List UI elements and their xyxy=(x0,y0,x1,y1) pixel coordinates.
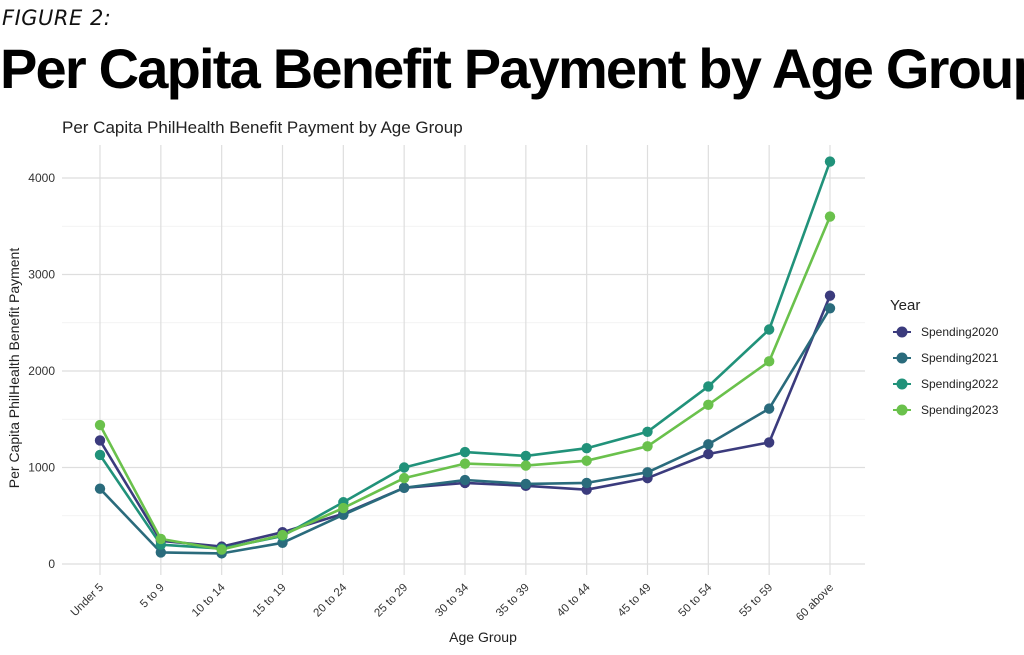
data-point xyxy=(824,156,836,167)
data-point xyxy=(398,472,410,484)
data-point xyxy=(520,460,532,471)
data-point xyxy=(94,483,106,494)
figure-label: FIGURE 2: xyxy=(2,6,112,30)
legend-items: Spending2020 Spending2021 Spending2022 Spen… xyxy=(893,325,999,417)
y-tick-label: 2000 xyxy=(28,364,55,378)
chart-title: Per Capita PhilHealth Benefit Payment by… xyxy=(62,118,463,137)
series-layer xyxy=(94,156,836,559)
data-point xyxy=(459,458,471,469)
x-tick-label: Under 5 xyxy=(69,582,106,619)
data-point xyxy=(703,439,714,450)
y-tick-label: 0 xyxy=(48,557,55,571)
legend-label: Spending2022 xyxy=(921,377,999,391)
legend-label: Spending2020 xyxy=(921,325,999,339)
data-point xyxy=(155,533,167,545)
x-tick-label: 30 to 34 xyxy=(433,581,471,619)
x-tick-label: 50 to 54 xyxy=(677,581,715,619)
data-point xyxy=(642,441,653,452)
y-tick-label: 1000 xyxy=(28,461,55,475)
data-point xyxy=(398,462,410,473)
data-point xyxy=(642,426,653,437)
data-point xyxy=(824,211,836,222)
data-point xyxy=(703,399,714,410)
data-point xyxy=(581,443,592,454)
data-point xyxy=(763,356,775,367)
x-tick-label: 60 above xyxy=(794,582,836,624)
grid xyxy=(62,145,865,575)
x-tick-label: 20 to 24 xyxy=(312,581,350,619)
headline: Per Capita Benefit Payment by Age Group xyxy=(0,37,1024,100)
data-point xyxy=(216,544,227,555)
data-point xyxy=(520,478,532,490)
x-tick-label: 40 to 44 xyxy=(555,581,593,619)
data-point xyxy=(703,448,714,460)
x-tick-label: 45 to 49 xyxy=(616,582,654,620)
y-axis-ticks: 0 1000 2000 3000 4000 xyxy=(28,171,55,571)
data-point xyxy=(94,449,106,461)
x-tick-label: 5 to 9 xyxy=(138,582,167,611)
data-point xyxy=(277,529,288,541)
data-point xyxy=(398,482,410,493)
x-tick-label: 35 to 39 xyxy=(494,582,532,620)
data-point xyxy=(824,290,836,301)
data-point xyxy=(642,467,653,478)
data-point xyxy=(459,446,471,458)
y-tick-label: 3000 xyxy=(28,268,55,282)
x-tick-label: 55 to 59 xyxy=(737,582,775,620)
legend-title: Year xyxy=(890,297,920,314)
legend-label: Spending2023 xyxy=(921,403,999,417)
data-point xyxy=(763,403,775,414)
x-tick-label: 25 to 29 xyxy=(372,582,410,620)
data-point xyxy=(94,419,106,431)
y-axis-label: Per Capita PhilHealth Benefit Payment xyxy=(6,248,22,489)
data-point xyxy=(581,455,592,466)
data-point xyxy=(338,502,349,514)
data-point xyxy=(763,437,775,448)
x-axis-label: Age Group xyxy=(449,629,517,645)
data-point xyxy=(520,450,532,462)
data-point xyxy=(703,381,714,392)
x-tick-label: 15 to 19 xyxy=(251,582,289,620)
data-point xyxy=(155,547,167,558)
data-point xyxy=(763,324,775,335)
data-point xyxy=(94,435,106,446)
legend-label: Spending2021 xyxy=(921,351,999,365)
x-tick-label: 10 to 14 xyxy=(190,581,228,619)
data-point xyxy=(581,477,592,489)
data-point xyxy=(459,474,471,486)
x-axis-ticks: Under 5 5 to 9 10 to 14 15 to 19 20 to 24 25 … xyxy=(69,581,836,623)
data-point xyxy=(824,303,836,314)
legend: Year Spending2020Spending2021Spending202… xyxy=(890,297,999,417)
y-tick-label: 4000 xyxy=(28,171,55,185)
